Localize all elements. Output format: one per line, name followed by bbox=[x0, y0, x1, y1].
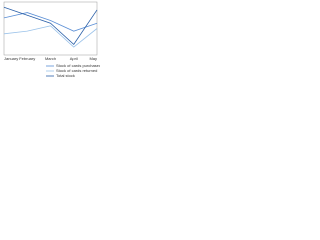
legend-label: Stock of cards returned bbox=[56, 68, 97, 73]
x-tick-label: February bbox=[19, 56, 35, 61]
x-tick-label: May bbox=[89, 56, 97, 61]
chart: January February March April May Stock of car… bbox=[3, 1, 100, 78]
plot-area bbox=[3, 1, 98, 56]
x-tick-label: April bbox=[70, 56, 78, 61]
series-line bbox=[3, 12, 98, 32]
x-tick-label: January bbox=[4, 56, 18, 61]
series-line bbox=[3, 25, 98, 48]
legend-label: Total stock bbox=[56, 73, 75, 78]
x-tick-label: March bbox=[45, 56, 56, 61]
legend-label: Stock of cards purchased bbox=[56, 63, 100, 68]
series-line bbox=[3, 6, 98, 46]
